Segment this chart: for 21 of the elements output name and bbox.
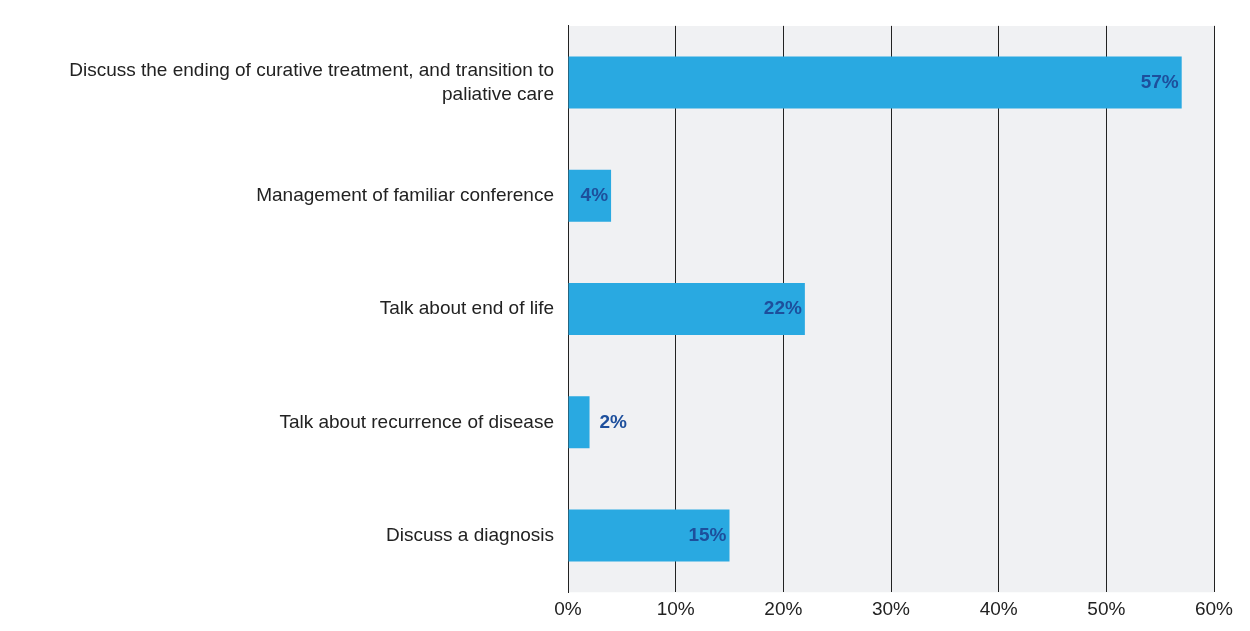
x-tick-label: 50% [1087,597,1126,619]
bar [568,56,1182,109]
x-tick-label: 60% [1194,597,1234,619]
x-tick-label: 0% [554,597,582,619]
data-label: 22% [763,297,802,319]
data-label: 57% [1140,70,1179,92]
data-label: 15% [688,523,727,545]
data-label: 2% [599,410,628,432]
x-tick-label: 40% [979,597,1018,619]
x-tick-label: 20% [764,597,803,619]
y-tick-label: Talk about recurrence of disease [279,410,554,432]
y-tick-label: Discuss a diagnosis [386,523,554,545]
x-tick-label: 30% [871,597,911,619]
y-tick-label: Discuss the ending of curative treatment, and transition to paliative care [69,58,554,104]
bar [568,282,805,336]
bar [568,509,730,562]
bar [568,396,590,449]
y-tick-label: Management of familiar conference [256,184,554,206]
y-tick-label: Talk about end of life [379,297,554,319]
x-tick-label: 10% [656,597,695,619]
data-label: 4% [580,184,609,206]
